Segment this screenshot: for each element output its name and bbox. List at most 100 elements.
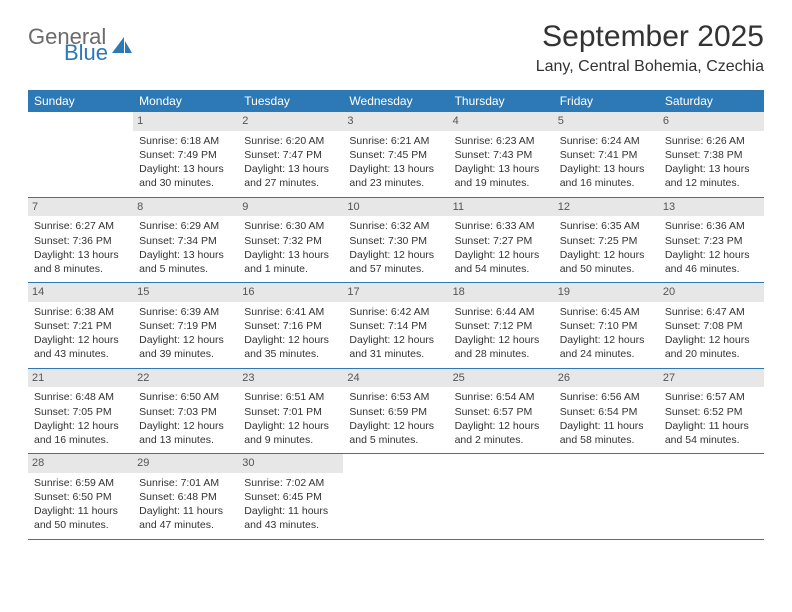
sunset-text: Sunset: 7:38 PM — [665, 148, 758, 162]
day-cell: 14Sunrise: 6:38 AMSunset: 7:21 PMDayligh… — [28, 283, 133, 368]
day-number: 1 — [133, 112, 238, 131]
daylight-line2: and 19 minutes. — [455, 176, 548, 190]
day-cell: 5Sunrise: 6:24 AMSunset: 7:41 PMDaylight… — [554, 112, 659, 197]
day-cell: 1Sunrise: 6:18 AMSunset: 7:49 PMDaylight… — [133, 112, 238, 197]
sunrise-text: Sunrise: 6:24 AM — [560, 134, 653, 148]
sunrise-text: Sunrise: 6:57 AM — [665, 390, 758, 404]
daylight-line2: and 13 minutes. — [139, 433, 232, 447]
daylight-line1: Daylight: 12 hours — [349, 248, 442, 262]
daylight-line1: Daylight: 11 hours — [665, 419, 758, 433]
daylight-line1: Daylight: 12 hours — [139, 419, 232, 433]
daylight-line1: Daylight: 12 hours — [34, 419, 127, 433]
day-cell: 22Sunrise: 6:50 AMSunset: 7:03 PMDayligh… — [133, 369, 238, 454]
week-row: 21Sunrise: 6:48 AMSunset: 7:05 PMDayligh… — [28, 369, 764, 455]
day-cell: 10Sunrise: 6:32 AMSunset: 7:30 PMDayligh… — [343, 198, 448, 283]
brand-text: General Blue — [28, 26, 108, 64]
sunset-text: Sunset: 7:19 PM — [139, 319, 232, 333]
daylight-line2: and 46 minutes. — [665, 262, 758, 276]
day-number: 2 — [238, 112, 343, 131]
sunrise-text: Sunrise: 6:21 AM — [349, 134, 442, 148]
daylight-line2: and 57 minutes. — [349, 262, 442, 276]
sunrise-text: Sunrise: 6:30 AM — [244, 219, 337, 233]
day-cell — [343, 454, 448, 539]
sunrise-text: Sunrise: 7:02 AM — [244, 476, 337, 490]
sunset-text: Sunset: 7:47 PM — [244, 148, 337, 162]
daylight-line2: and 47 minutes. — [139, 518, 232, 532]
day-number: 21 — [28, 369, 133, 388]
daylight-line2: and 5 minutes. — [139, 262, 232, 276]
sunrise-text: Sunrise: 6:53 AM — [349, 390, 442, 404]
daylight-line1: Daylight: 13 hours — [349, 162, 442, 176]
daylight-line1: Daylight: 13 hours — [665, 162, 758, 176]
daylight-line1: Daylight: 12 hours — [455, 248, 548, 262]
day-cell: 30Sunrise: 7:02 AMSunset: 6:45 PMDayligh… — [238, 454, 343, 539]
daylight-line1: Daylight: 12 hours — [560, 248, 653, 262]
day-cell: 9Sunrise: 6:30 AMSunset: 7:32 PMDaylight… — [238, 198, 343, 283]
day-cell: 25Sunrise: 6:54 AMSunset: 6:57 PMDayligh… — [449, 369, 554, 454]
sunset-text: Sunset: 7:36 PM — [34, 234, 127, 248]
day-cell: 29Sunrise: 7:01 AMSunset: 6:48 PMDayligh… — [133, 454, 238, 539]
sunset-text: Sunset: 7:01 PM — [244, 405, 337, 419]
day-cell: 15Sunrise: 6:39 AMSunset: 7:19 PMDayligh… — [133, 283, 238, 368]
day-number: 17 — [343, 283, 448, 302]
calendar: SundayMondayTuesdayWednesdayThursdayFrid… — [28, 90, 764, 540]
daylight-line1: Daylight: 12 hours — [349, 333, 442, 347]
daylight-line1: Daylight: 11 hours — [560, 419, 653, 433]
brand-word2: Blue — [64, 42, 108, 64]
location: Lany, Central Bohemia, Czechia — [536, 58, 764, 76]
day-number: 6 — [659, 112, 764, 131]
daylight-line2: and 12 minutes. — [665, 176, 758, 190]
sunset-text: Sunset: 6:57 PM — [455, 405, 548, 419]
sunset-text: Sunset: 7:34 PM — [139, 234, 232, 248]
daylight-line2: and 16 minutes. — [560, 176, 653, 190]
daylight-line1: Daylight: 13 hours — [139, 248, 232, 262]
daylight-line1: Daylight: 12 hours — [560, 333, 653, 347]
day-number: 3 — [343, 112, 448, 131]
day-number: 24 — [343, 369, 448, 388]
sunrise-text: Sunrise: 6:36 AM — [665, 219, 758, 233]
daylight-line2: and 30 minutes. — [139, 176, 232, 190]
sunset-text: Sunset: 7:32 PM — [244, 234, 337, 248]
sunset-text: Sunset: 7:27 PM — [455, 234, 548, 248]
day-cell: 11Sunrise: 6:33 AMSunset: 7:27 PMDayligh… — [449, 198, 554, 283]
sunset-text: Sunset: 7:12 PM — [455, 319, 548, 333]
day-number: 11 — [449, 198, 554, 217]
daylight-line2: and 43 minutes. — [34, 347, 127, 361]
daylight-line2: and 1 minute. — [244, 262, 337, 276]
day-cell: 26Sunrise: 6:56 AMSunset: 6:54 PMDayligh… — [554, 369, 659, 454]
day-number: 7 — [28, 198, 133, 217]
week-row: 1Sunrise: 6:18 AMSunset: 7:49 PMDaylight… — [28, 112, 764, 198]
daylight-line2: and 31 minutes. — [349, 347, 442, 361]
sunrise-text: Sunrise: 6:50 AM — [139, 390, 232, 404]
sunset-text: Sunset: 7:10 PM — [560, 319, 653, 333]
daylight-line2: and 23 minutes. — [349, 176, 442, 190]
daylight-line2: and 35 minutes. — [244, 347, 337, 361]
sunset-text: Sunset: 7:45 PM — [349, 148, 442, 162]
weekday-header: Friday — [554, 90, 659, 112]
sunset-text: Sunset: 6:48 PM — [139, 490, 232, 504]
weekday-header: Monday — [133, 90, 238, 112]
daylight-line1: Daylight: 11 hours — [244, 504, 337, 518]
sunrise-text: Sunrise: 6:56 AM — [560, 390, 653, 404]
daylight-line1: Daylight: 12 hours — [139, 333, 232, 347]
day-cell: 17Sunrise: 6:42 AMSunset: 7:14 PMDayligh… — [343, 283, 448, 368]
day-number: 9 — [238, 198, 343, 217]
daylight-line1: Daylight: 12 hours — [244, 333, 337, 347]
day-number: 15 — [133, 283, 238, 302]
day-number: 13 — [659, 198, 764, 217]
daylight-line1: Daylight: 12 hours — [34, 333, 127, 347]
daylight-line2: and 58 minutes. — [560, 433, 653, 447]
sunrise-text: Sunrise: 6:38 AM — [34, 305, 127, 319]
daylight-line2: and 54 minutes. — [665, 433, 758, 447]
weekday-header: Thursday — [449, 90, 554, 112]
daylight-line2: and 54 minutes. — [455, 262, 548, 276]
sail-icon — [110, 35, 134, 55]
day-cell — [449, 454, 554, 539]
day-cell: 24Sunrise: 6:53 AMSunset: 6:59 PMDayligh… — [343, 369, 448, 454]
sunrise-text: Sunrise: 6:18 AM — [139, 134, 232, 148]
day-number: 16 — [238, 283, 343, 302]
daylight-line1: Daylight: 13 hours — [244, 162, 337, 176]
sunrise-text: Sunrise: 6:32 AM — [349, 219, 442, 233]
weekday-header: Tuesday — [238, 90, 343, 112]
day-cell: 13Sunrise: 6:36 AMSunset: 7:23 PMDayligh… — [659, 198, 764, 283]
